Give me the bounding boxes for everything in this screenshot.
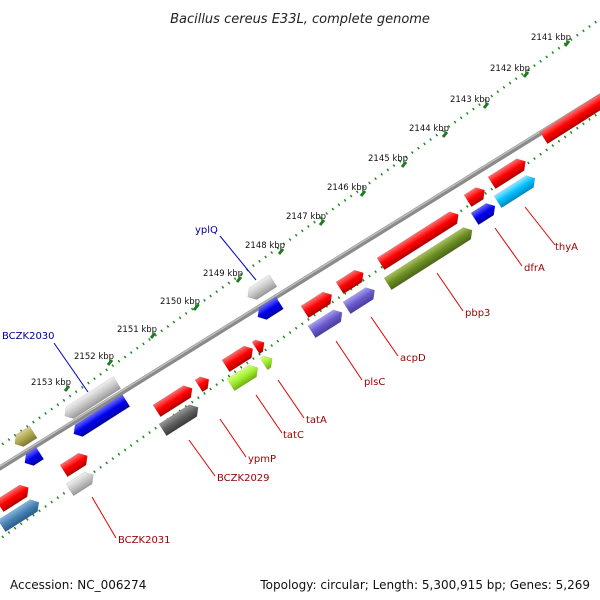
- dfrA-feature: [470, 203, 496, 226]
- tick-mark: [318, 219, 326, 226]
- yplQ-feature: [247, 274, 278, 300]
- gene-label-pbp3[interactable]: pbp3: [465, 308, 490, 319]
- feature: [24, 446, 45, 466]
- map-title: Bacillus cereus E33L, complete genome: [170, 12, 430, 27]
- tatA-feature: [259, 355, 273, 371]
- tick-label: 2146 kbp: [327, 183, 367, 193]
- BCZK2030-feature: [73, 394, 131, 437]
- gene-label-bczk2030[interactable]: BCZK2030: [2, 331, 55, 342]
- tick-label: 2142 kbp: [490, 64, 530, 74]
- tick-mark: [192, 304, 200, 311]
- acpD-feature: [342, 287, 375, 315]
- tick-label: 2151 kbp: [117, 325, 157, 335]
- plsc-leader-line: [335, 340, 363, 381]
- gene-label-dfra[interactable]: dfrA: [524, 263, 545, 274]
- pbp3-feature: [376, 211, 459, 271]
- gene-group: [0, 94, 600, 533]
- bczk2029-leader-line: [188, 439, 216, 477]
- tick-mark: [149, 332, 157, 339]
- feature: [0, 484, 29, 513]
- feature: [335, 269, 364, 295]
- tatA-feature: [251, 339, 265, 355]
- yplQ-feature: [257, 296, 284, 320]
- BCZK2031-feature: [65, 471, 94, 497]
- feature: [0, 499, 40, 533]
- tata-leader-line: [277, 379, 305, 419]
- feature: [221, 345, 254, 373]
- tick-label: 2143 kbp: [450, 95, 490, 105]
- tick-group: 2141 kbp 2142 kbp 2143 kbp 2144 kbp 2145 kbp…: [31, 33, 571, 392]
- gene-label-acpd[interactable]: acpD: [400, 353, 426, 364]
- tick-label: 2153 kbp: [31, 378, 71, 388]
- genome-summary-text: Topology: circular; Length: 5,300,915 bp…: [260, 578, 590, 592]
- dfra-leader-line: [494, 227, 523, 267]
- plsC-feature: [307, 309, 343, 339]
- tick-label: 2145 kbp: [368, 154, 408, 164]
- gene-label-yplq[interactable]: yplQ: [195, 225, 218, 236]
- gene-label-tata[interactable]: tatA: [306, 415, 327, 426]
- tick-mark: [277, 248, 285, 255]
- gene-label-bczk2031[interactable]: BCZK2031: [118, 535, 171, 546]
- ypmP-feature: [194, 376, 210, 393]
- BCZK2030-feature: [64, 376, 122, 419]
- ypmp-leader-line: [219, 418, 247, 458]
- tick-label: 2150 kbp: [160, 297, 200, 307]
- gene-label-plsc[interactable]: plsC: [364, 377, 385, 388]
- BCZK2029-feature: [152, 385, 193, 418]
- tick-label: 2147 kbp: [286, 212, 326, 222]
- tick-mark: [441, 131, 449, 138]
- gene-label-tatc[interactable]: tatC: [283, 430, 304, 441]
- tick-mark: [482, 102, 490, 109]
- tick-label: 2148 kbp: [245, 241, 285, 251]
- gene-label-ypmp[interactable]: ypmP: [248, 454, 276, 465]
- label-group: yplQ BCZK2030 thyA dfrA pbp3 acpD plsC tatAtatC…: [2, 206, 578, 546]
- gene-label-bczk2029[interactable]: BCZK2029: [217, 473, 270, 484]
- feature: [14, 425, 38, 447]
- pbp3-leader-line: [436, 272, 464, 312]
- feature: [463, 187, 485, 208]
- tick-mark: [359, 190, 367, 197]
- gene-label-thya[interactable]: thyA: [555, 242, 578, 253]
- pbp3-feature: [383, 227, 473, 291]
- genome-backbone: [0, 93, 600, 471]
- thya-leader-line: [524, 206, 556, 246]
- feature: [487, 158, 526, 190]
- tick-mark: [235, 276, 243, 283]
- thyA-feature: [493, 175, 536, 209]
- tatc-leader-line: [255, 394, 283, 434]
- accession-text: Accession: NC_006274: [10, 578, 147, 592]
- tatC-feature: [226, 364, 259, 392]
- tick-mark: [522, 71, 530, 78]
- tick-label: 2141 kbp: [531, 33, 571, 43]
- thyA-feature: [539, 94, 600, 145]
- BCZK2031-feature: [59, 452, 88, 478]
- tick-mark: [563, 40, 571, 47]
- tick-label: 2149 kbp: [203, 269, 243, 279]
- tick-mark: [63, 385, 71, 392]
- yplq-leader-line: [219, 235, 257, 281]
- feature: [300, 291, 333, 319]
- tick-label: 2144 kbp: [409, 124, 449, 134]
- tick-mark: [400, 161, 408, 168]
- tick-mark: [106, 359, 114, 366]
- bczk2031-leader-line: [91, 496, 117, 539]
- tick-track-outer: [0, 17, 600, 448]
- bczk2030-leader-line: [53, 342, 89, 393]
- tick-label: 2152 kbp: [74, 352, 114, 362]
- BCZK2029-feature: [158, 404, 199, 437]
- acpd-leader-line: [370, 316, 399, 357]
